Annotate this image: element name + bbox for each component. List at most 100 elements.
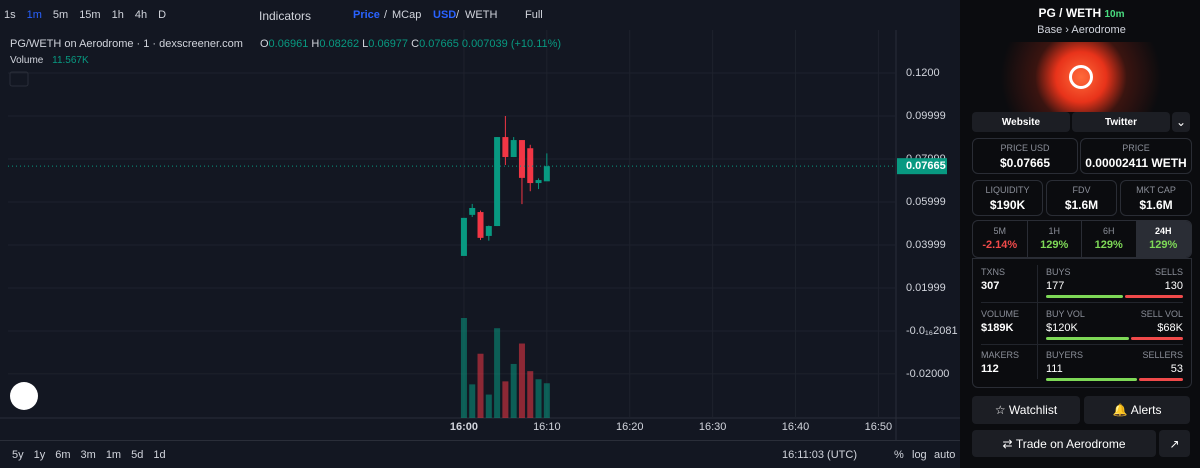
candle-body bbox=[469, 207, 476, 215]
volume-bar bbox=[510, 363, 517, 418]
log[interactable]: log bbox=[912, 449, 927, 461]
trade-btn[interactable]: ⇄ Trade on Aerodrome bbox=[972, 430, 1156, 457]
value: $189K bbox=[981, 322, 1014, 334]
label: BUYS bbox=[1046, 267, 1071, 277]
liquidity-box: LIQUIDITY $190K bbox=[972, 180, 1043, 216]
x-tick-label: 16:30 bbox=[699, 421, 727, 433]
h: H bbox=[311, 38, 320, 50]
buy-bar bbox=[1046, 295, 1123, 298]
c-val: 0.07665 bbox=[419, 38, 459, 50]
label: SELLERS bbox=[1142, 350, 1183, 360]
interval[interactable]: 5m bbox=[52, 9, 69, 21]
twitter-btn[interactable]: Twitter bbox=[1072, 112, 1170, 132]
mcap-toggle[interactable]: MCap bbox=[392, 9, 422, 21]
pct[interactable]: % bbox=[894, 449, 904, 461]
y-tick-label: -0.0₁₆2081 bbox=[906, 325, 958, 337]
label: PRICE USD bbox=[1000, 143, 1050, 153]
label: PRICE bbox=[1122, 143, 1150, 153]
side-panel: PG / WETH 10m Base › Aerodrome Website T… bbox=[963, 0, 1200, 467]
sep: / bbox=[384, 9, 388, 21]
candle-body bbox=[460, 217, 467, 256]
value: 112 bbox=[981, 363, 999, 375]
tab-label: 24H bbox=[1154, 226, 1172, 236]
tab-value: 129% bbox=[1149, 239, 1178, 251]
tab-value: -2.14% bbox=[982, 239, 1018, 251]
range[interactable]: 3m bbox=[80, 449, 96, 461]
base: PG bbox=[1038, 6, 1056, 20]
tab[interactable]: 24H 129% bbox=[1136, 221, 1191, 257]
interval[interactable]: 1m bbox=[26, 9, 42, 21]
value: $68K bbox=[1157, 322, 1183, 334]
label: BUY VOL bbox=[1046, 309, 1085, 319]
alerts: Alerts bbox=[1130, 403, 1162, 417]
full-toggle[interactable]: Full bbox=[525, 9, 543, 21]
candle-body bbox=[527, 148, 534, 184]
external-btn[interactable]: ↗ bbox=[1159, 430, 1190, 457]
candle-body bbox=[543, 166, 550, 182]
candle-body bbox=[510, 140, 517, 158]
h-val: 0.08262 bbox=[319, 38, 360, 50]
last-price-label: 0.07665 bbox=[906, 160, 946, 172]
chart: 0.12000.099990.079990.059990.039990.0199… bbox=[0, 30, 960, 440]
volume-bar bbox=[485, 394, 492, 418]
range[interactable]: 5y bbox=[12, 449, 24, 461]
volume-bar bbox=[477, 353, 484, 418]
range[interactable]: 6m bbox=[55, 449, 71, 461]
tab-label: 5M bbox=[993, 226, 1006, 236]
interval[interactable]: D bbox=[158, 9, 167, 21]
candle-body bbox=[494, 137, 501, 227]
range[interactable]: 1m bbox=[105, 449, 122, 461]
label: MAKERS bbox=[981, 350, 1020, 360]
c: C bbox=[411, 38, 420, 50]
interval[interactable]: 15m bbox=[79, 9, 101, 21]
range[interactable]: 1y bbox=[33, 449, 46, 461]
banner bbox=[972, 42, 1190, 112]
tab[interactable]: 1H 129% bbox=[1028, 221, 1082, 257]
y-tick-label: 0.03999 bbox=[906, 239, 946, 251]
volume-label: Volume bbox=[10, 55, 44, 66]
tab[interactable]: 6H 129% bbox=[1082, 221, 1137, 257]
auto[interactable]: auto bbox=[934, 449, 956, 461]
value: 177 bbox=[1046, 280, 1065, 292]
label: MKT CAP bbox=[1136, 185, 1176, 195]
y-tick-label: 0.01999 bbox=[906, 282, 946, 294]
last-price-tag bbox=[897, 158, 947, 175]
interval[interactable]: 1h bbox=[111, 9, 124, 21]
usd-toggle[interactable]: USD bbox=[433, 9, 457, 21]
volume-bar bbox=[543, 383, 550, 418]
value: $190K bbox=[989, 198, 1026, 212]
divider bbox=[1037, 265, 1038, 379]
ohlc: O0.06961 H0.08262 L0.06977 C0.07665 0.00… bbox=[260, 38, 561, 50]
price-usd-box: PRICE USD $0.07665 bbox=[972, 138, 1078, 174]
range[interactable]: 5d bbox=[131, 449, 144, 461]
value: 111 bbox=[1046, 363, 1063, 375]
tab-value: 129% bbox=[1094, 239, 1123, 251]
candle-body bbox=[477, 212, 484, 238]
label: VOLUME bbox=[981, 309, 1020, 319]
alerts-btn[interactable]: 🔔 Alerts bbox=[1084, 396, 1190, 424]
price-toggle[interactable]: Price bbox=[353, 9, 380, 21]
y-tick-label: 0.09999 bbox=[906, 110, 946, 122]
range[interactable]: 1d bbox=[153, 449, 166, 461]
website-btn[interactable]: Website bbox=[972, 112, 1070, 132]
volume-bar bbox=[535, 379, 542, 418]
fdv-box: FDV $1.6M bbox=[1046, 180, 1117, 216]
weth-toggle[interactable]: WETH bbox=[465, 9, 498, 21]
volume-legend: Volume 11.567K bbox=[10, 55, 89, 66]
txn-box: TXNS 307 BUYS 177 SELLS 130 VOLUME $189K BUY… bbox=[972, 258, 1192, 388]
more-btn[interactable]: ⌄ bbox=[1172, 112, 1190, 132]
mcap-box: MKT CAP $1.6M bbox=[1120, 180, 1192, 216]
sell-bar bbox=[1138, 378, 1183, 381]
interval[interactable]: 4h bbox=[134, 9, 148, 21]
indicators[interactable]: Indicators bbox=[259, 9, 312, 23]
chart-title: PG/WETH on Aerodrome · 1 · dexscreener.c… bbox=[10, 38, 243, 50]
tab-label: 1H bbox=[1048, 226, 1060, 236]
tab[interactable]: 5M -2.14% bbox=[973, 221, 1028, 257]
buy-bar bbox=[1046, 378, 1137, 381]
interval[interactable]: 1s bbox=[4, 9, 16, 21]
sell-vol-bar bbox=[1131, 337, 1183, 340]
watchlist-btn[interactable]: ☆ Watchlist bbox=[972, 396, 1080, 424]
volume-value: 11.567K bbox=[52, 55, 89, 66]
price-box: PRICE 0.00002411 WETH bbox=[1080, 138, 1192, 174]
age: 10m bbox=[1104, 9, 1125, 20]
